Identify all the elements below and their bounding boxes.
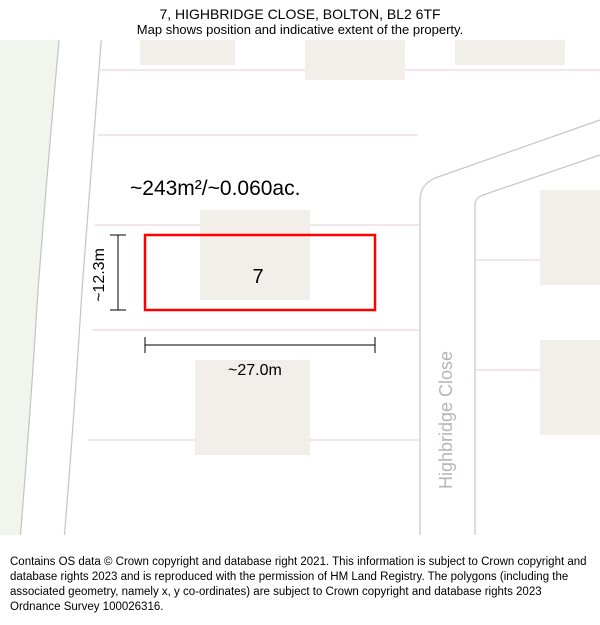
property-subtitle: Map shows position and indicative extent…: [10, 22, 590, 37]
map-container: Highbridge Close 7 ~243m²/~0.060ac. ~12.3m ~…: [0, 40, 600, 535]
svg-text:~12.3m: ~12.3m: [91, 248, 108, 302]
property-map: Highbridge Close 7 ~243m²/~0.060ac. ~12.3m ~…: [0, 40, 600, 535]
property-title: 7, HIGHBRIDGE CLOSE, BOLTON, BL2 6TF: [10, 6, 590, 22]
svg-text:~27.0m: ~27.0m: [228, 362, 282, 379]
svg-text:Highbridge Close: Highbridge Close: [436, 351, 456, 489]
copyright-footer: Contains OS data © Crown copyright and d…: [0, 549, 600, 625]
svg-text:7: 7: [252, 266, 263, 288]
header: 7, HIGHBRIDGE CLOSE, BOLTON, BL2 6TF Map…: [0, 0, 600, 41]
svg-text:~243m²/~0.060ac.: ~243m²/~0.060ac.: [130, 177, 300, 200]
